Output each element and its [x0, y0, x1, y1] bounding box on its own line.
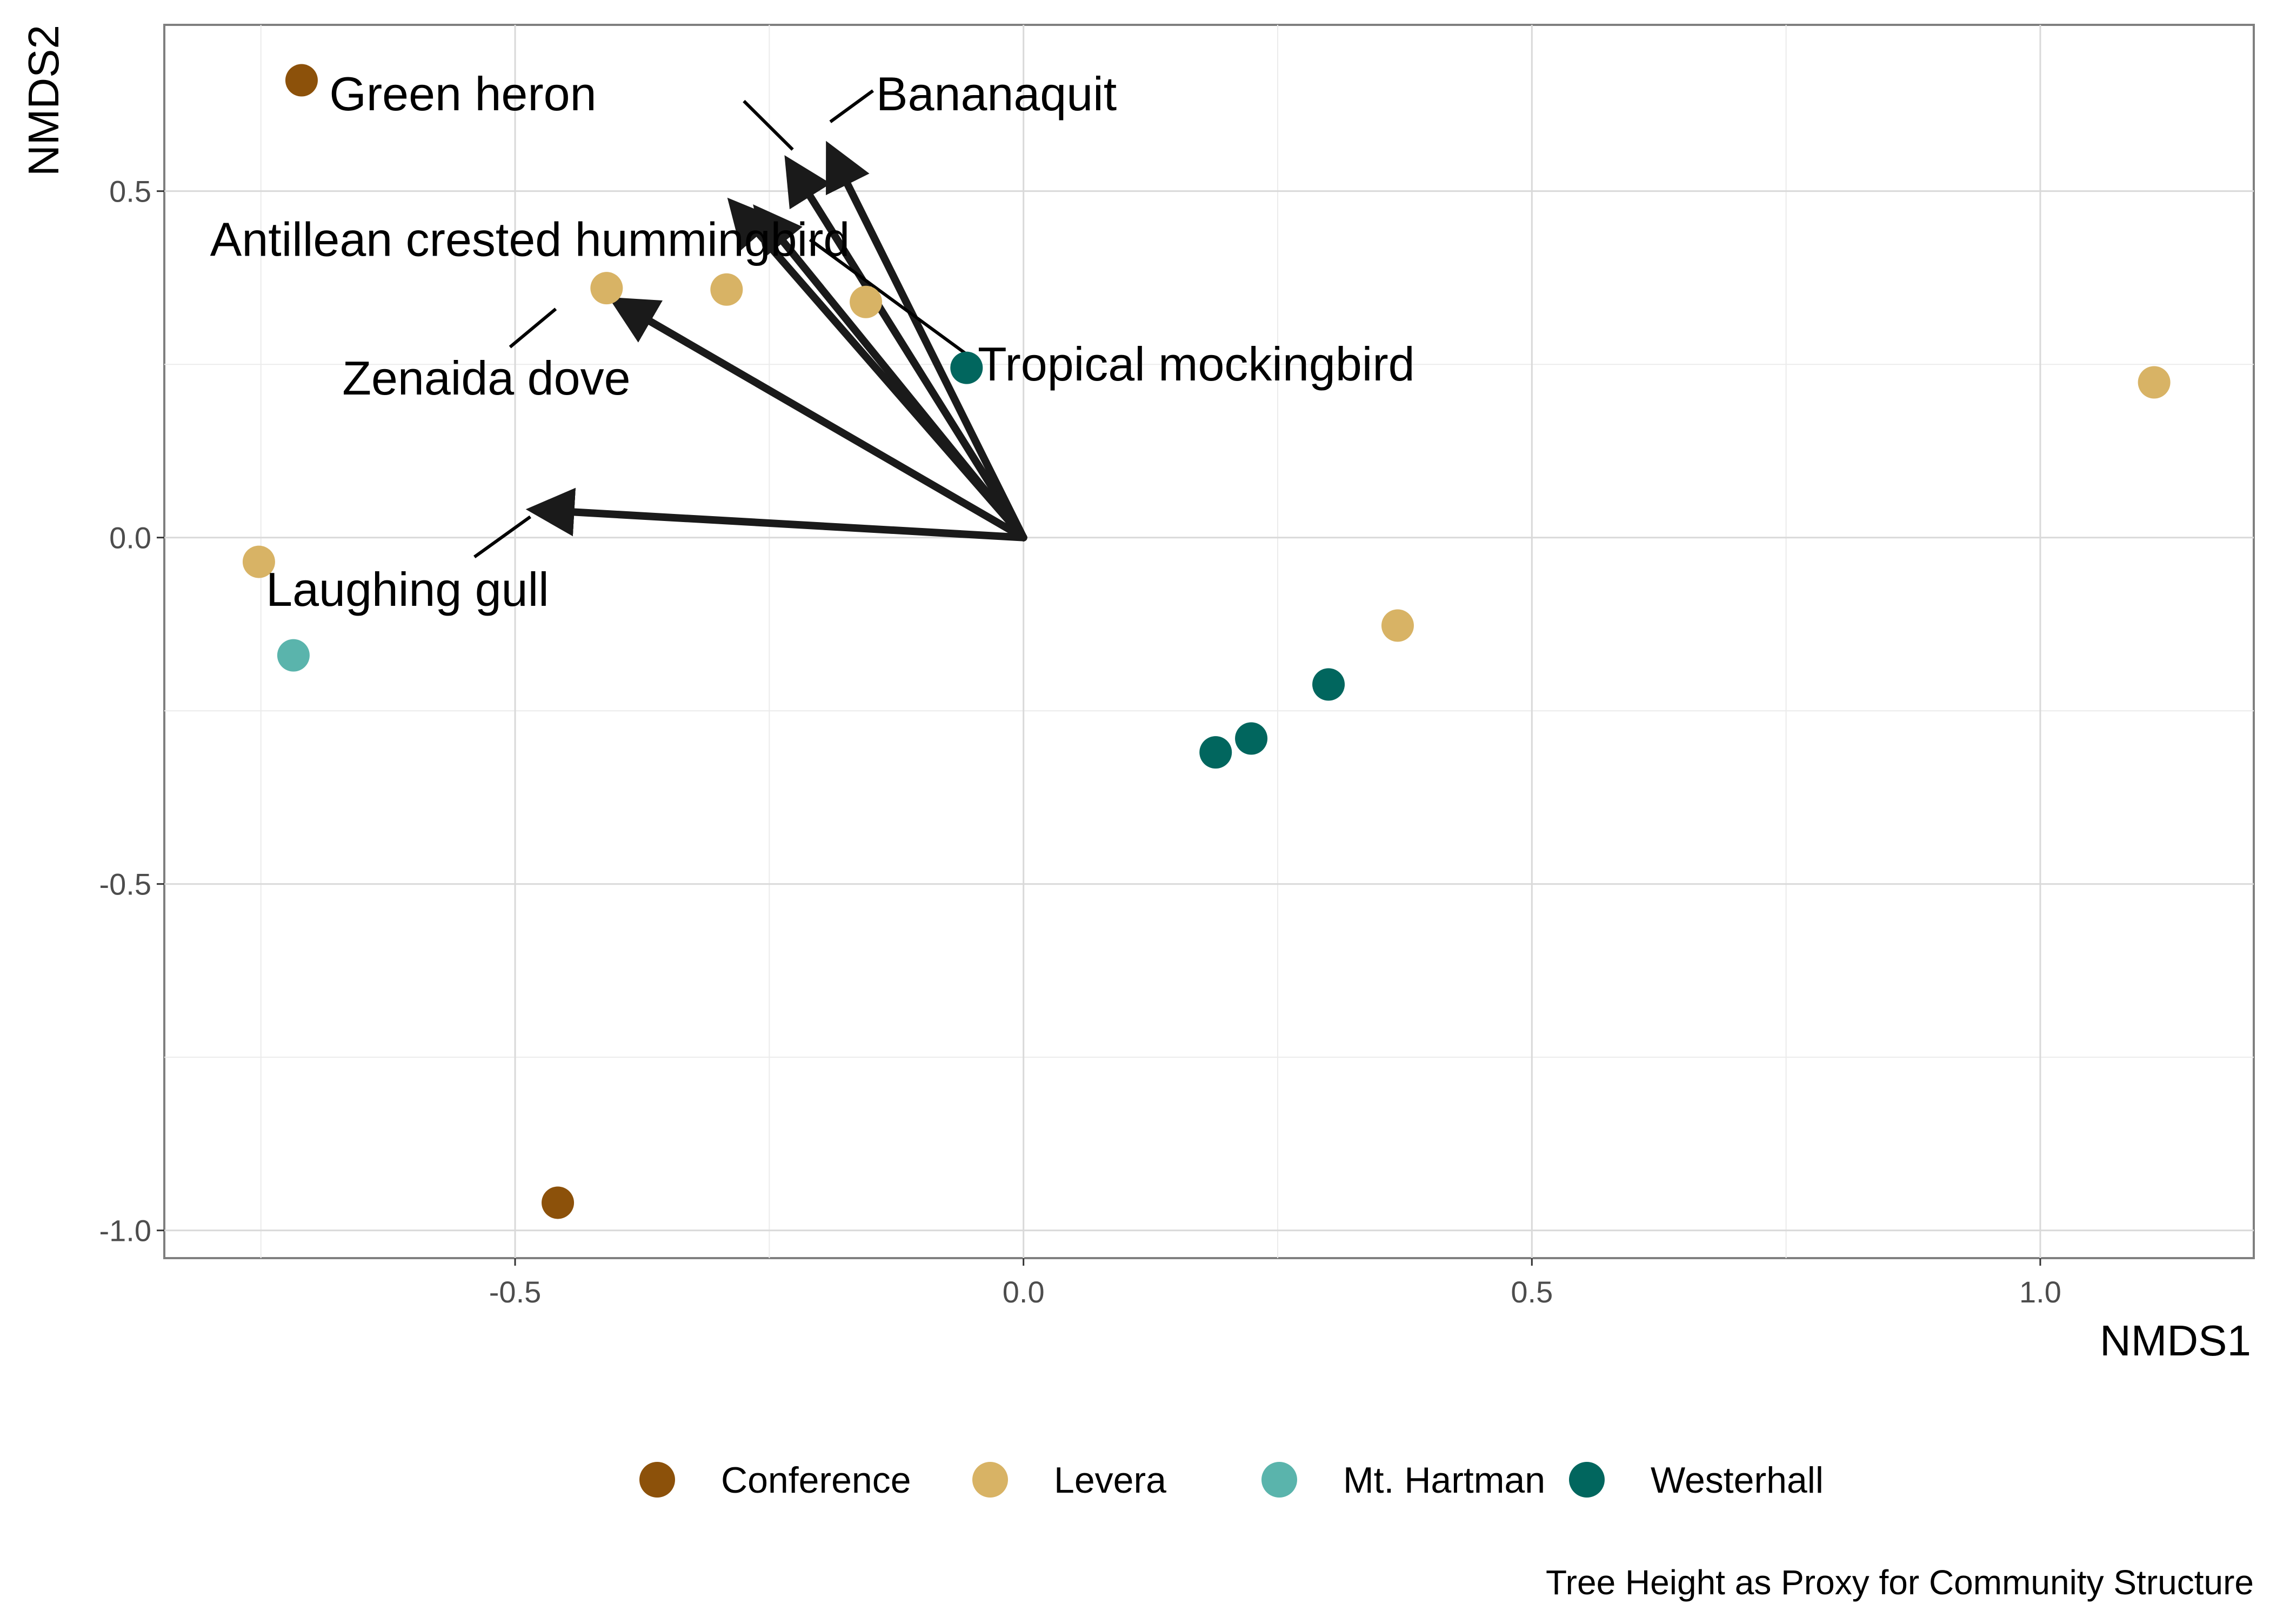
vector-arrow-green-heron [784, 155, 1027, 542]
point-levera [1381, 609, 1414, 642]
label-leader-tropical-mockingbird [809, 238, 977, 363]
y-axis-title: NMDS2 [19, 25, 68, 176]
vector-arrow-bananaquit [826, 141, 1027, 542]
legend-key-levera [972, 1462, 1008, 1498]
label-leader-green-heron [743, 99, 794, 151]
legend-label-westerhall: Westerhall [1651, 1460, 1824, 1501]
vector-arrow-tropical-mockingbird [753, 204, 1027, 542]
legend-key-mt-hartman [1261, 1462, 1297, 1498]
vector-label-zenaida-dove: Zenaida dove [342, 351, 630, 405]
legend-key-conference [639, 1462, 675, 1498]
label-leader-laughing-gull [473, 515, 532, 559]
point-conference [285, 64, 318, 97]
legend-label-levera: Levera [1054, 1460, 1166, 1501]
chart-caption: Tree Height as Proxy for Community Struc… [1546, 1563, 2254, 1602]
x-tick-label: 0.5 [1511, 1275, 1553, 1309]
x-axis-title: NMDS1 [2100, 1316, 2251, 1365]
point-westerhall [1235, 722, 1268, 755]
x-tick-label: 1.0 [2019, 1275, 2061, 1309]
point-westerhall [1199, 736, 1232, 769]
point-levera [242, 545, 275, 578]
point-westerhall [950, 351, 983, 384]
x-tick-label: -0.5 [489, 1275, 542, 1309]
vector-label-bananaquit: Bananaquit [876, 67, 1117, 121]
point-levera [590, 272, 623, 305]
y-tick-label: 0.0 [109, 521, 151, 555]
point-levera [710, 273, 743, 306]
vector-label-tropical-mockingbird: Tropical mockingbird [978, 337, 1415, 391]
vector-arrow-zenaida-dove [608, 297, 1027, 542]
y-tick-label: 0.5 [109, 175, 151, 209]
label-leader-bananaquit [829, 89, 874, 123]
point-levera [850, 285, 883, 318]
vector-label-antillean-crested-hummingbird: Antillean crested hummingbird [210, 212, 850, 266]
species-vectors [525, 141, 1027, 542]
point-westerhall [1312, 668, 1345, 701]
y-tick-label: -1.0 [99, 1214, 152, 1248]
x-tick-label: 0.0 [1003, 1275, 1045, 1309]
vector-labels: Green heron Bananaquit Antillean crested h… [210, 67, 1415, 616]
data-points [242, 64, 2171, 1219]
legend-label-mt-hartman: Mt. Hartman [1343, 1460, 1545, 1501]
label-leader-zenaida-dove [509, 308, 557, 349]
legend-key-westerhall [1569, 1462, 1605, 1498]
vector-label-green-heron: Green heron [329, 67, 596, 121]
legend-label-conference: Conference [721, 1460, 911, 1501]
y-tick-label: -0.5 [99, 867, 152, 901]
point-mt-hartman [277, 639, 310, 672]
label-leaders [473, 89, 977, 559]
point-conference [542, 1186, 575, 1219]
plot-panel [163, 24, 2255, 1259]
vector-arrow-laughing-gull [525, 487, 1027, 542]
point-levera [2138, 366, 2171, 399]
grid-lines [164, 25, 2254, 1258]
legend: Conference Levera Mt. Hartman Westerhall [639, 1460, 1824, 1501]
vector-label-laughing-gull: Laughing gull [266, 563, 549, 616]
axis-ticks: -0.5 0.0 0.5 1.0 -1.0 -0.5 0.0 0.5 [99, 175, 2061, 1309]
